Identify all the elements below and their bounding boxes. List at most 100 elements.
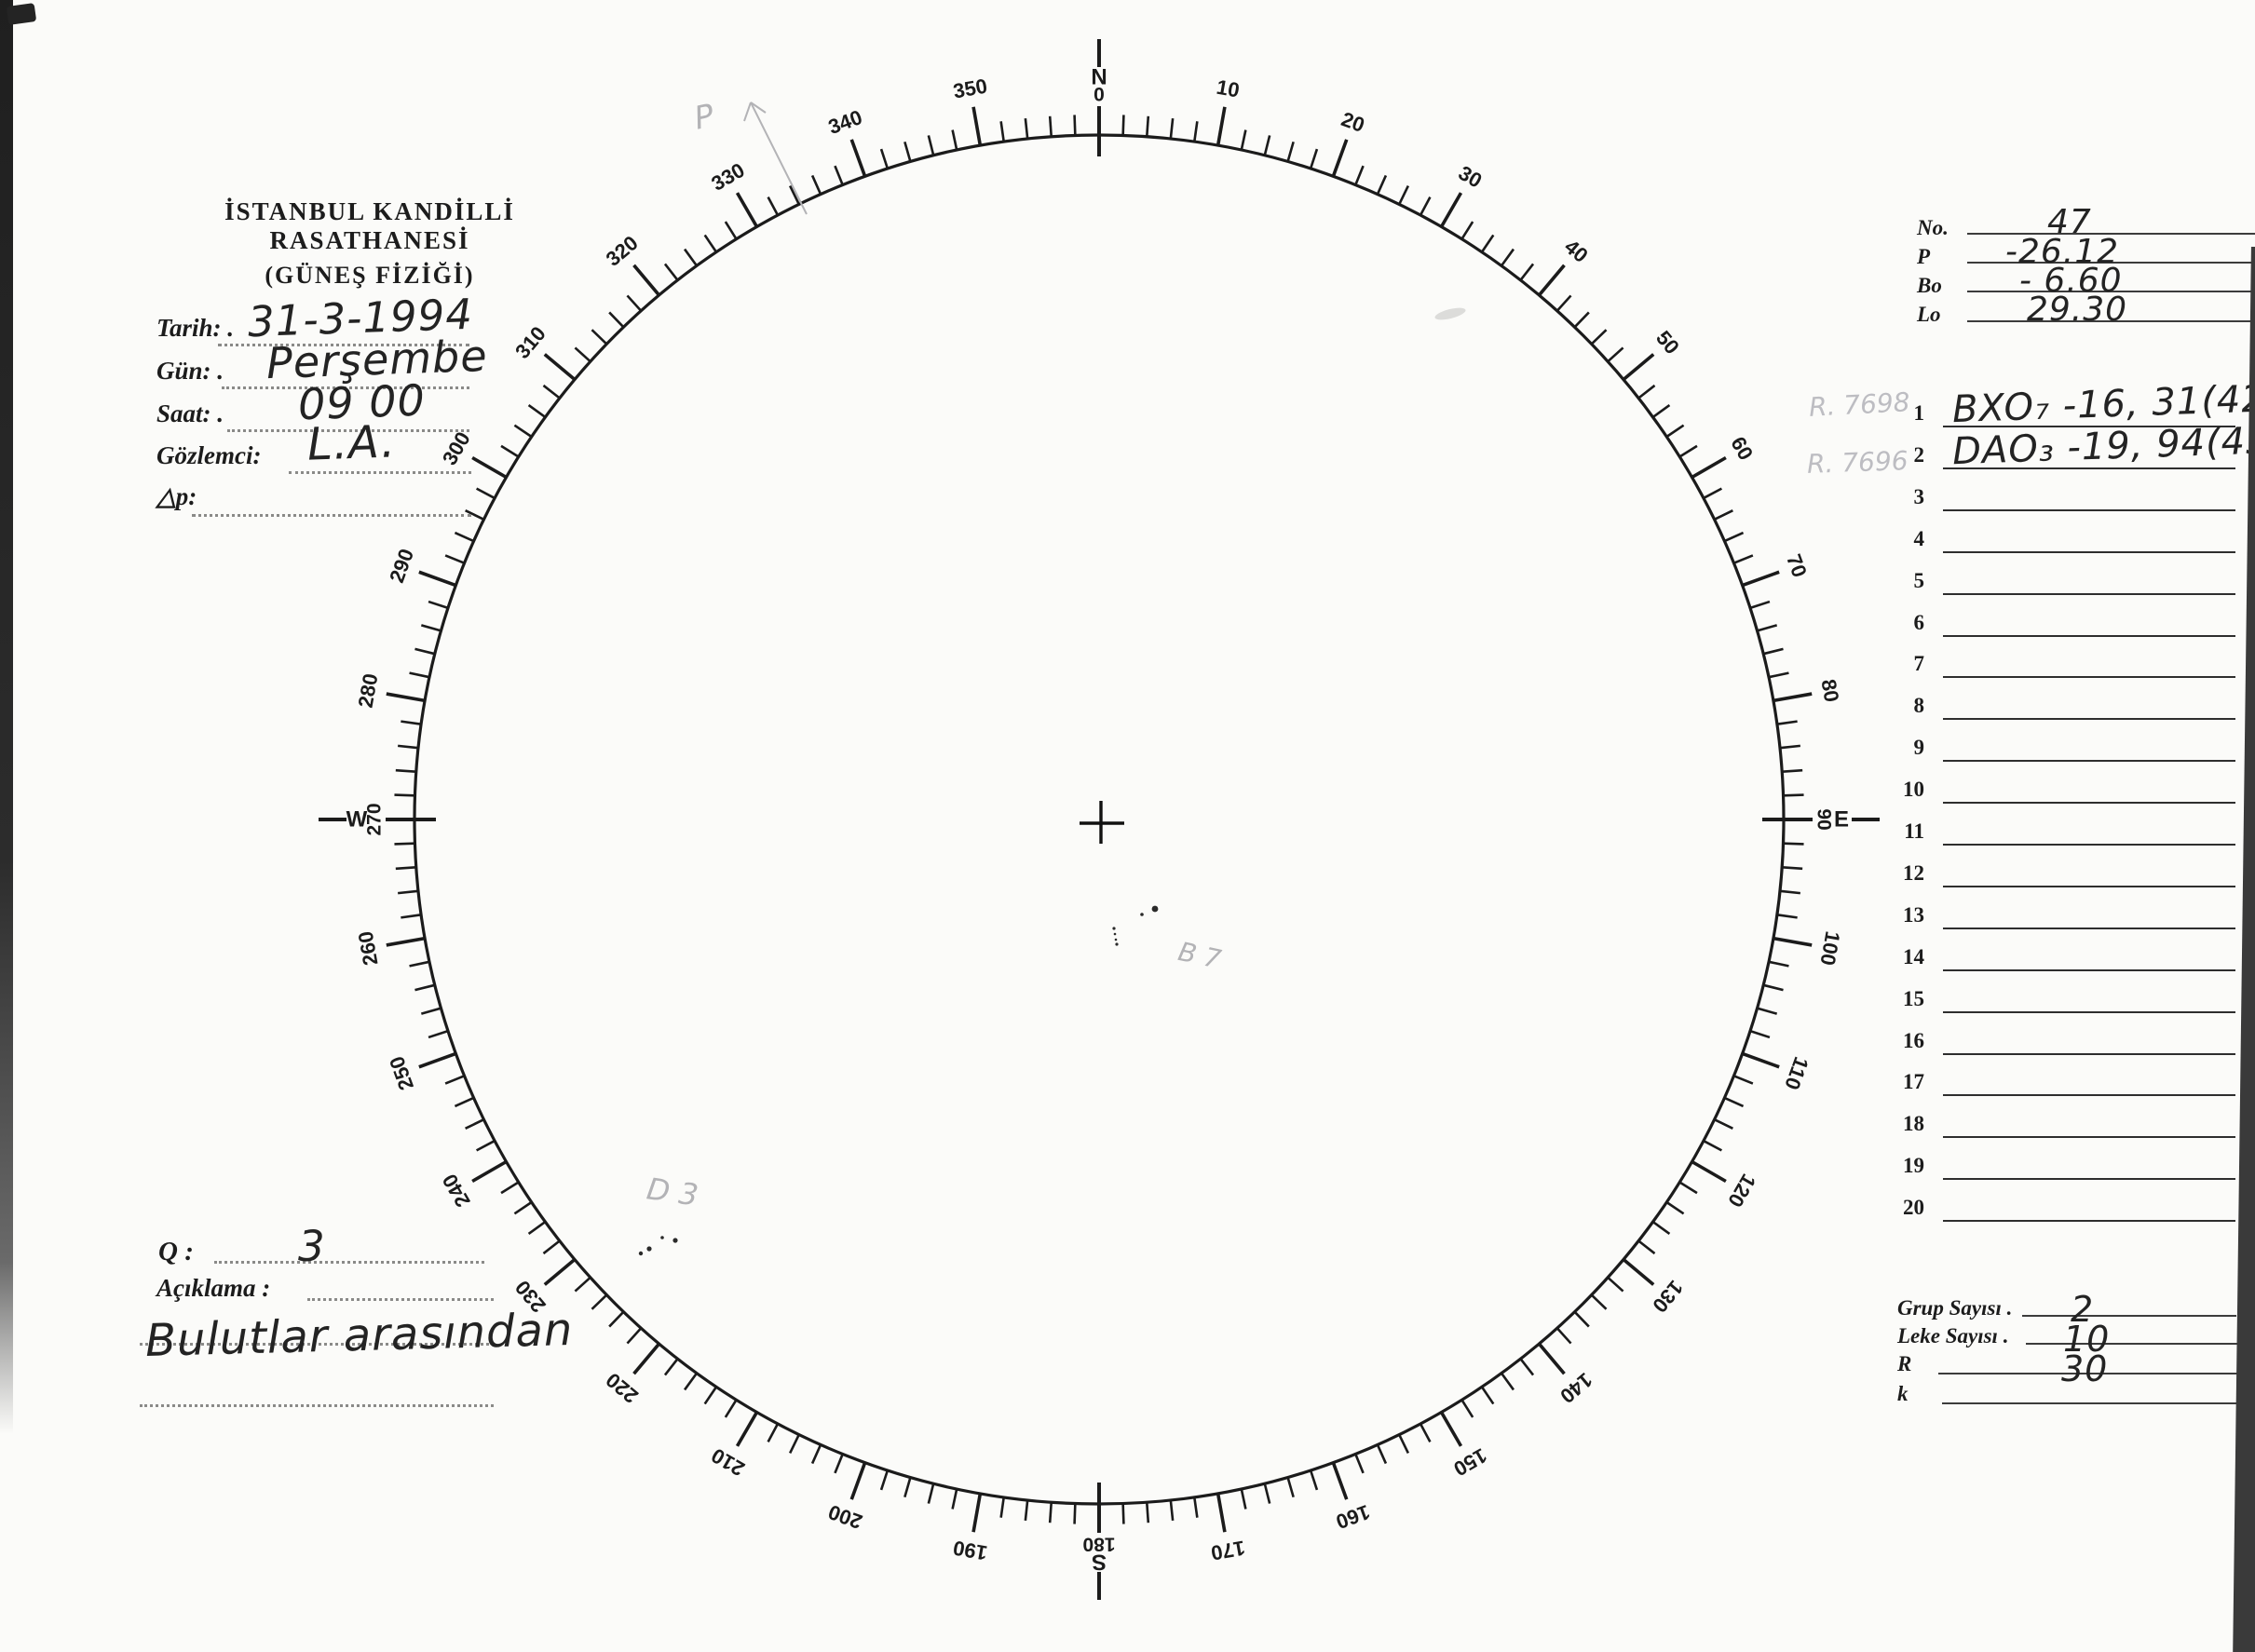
sunspot-dot [672, 1238, 678, 1243]
observation-row-line [1943, 550, 2235, 553]
degree-label: 80 [1816, 677, 1843, 703]
observation-row-number: 13 [1903, 902, 1924, 927]
observation-row-line [1943, 1010, 2235, 1013]
observatory-header: İSTANBUL KANDİLLİ RASATHANESİ (GÜNEŞ FİZ… [147, 197, 592, 290]
sunspot-dot [1151, 905, 1159, 913]
field-aciklama-line2 [140, 1343, 489, 1346]
r-number-line [1938, 1373, 2242, 1374]
degree-labels: 10 20 30 40 50 60 70 80 100 110 120 130 140 150 160 170… [354, 74, 1845, 1565]
field-saat-label: Saat: . [156, 399, 224, 427]
grup-sayisi-label: Grup Sayısı . [1897, 1296, 2013, 1320]
pencil-arrow-shaft [750, 102, 808, 215]
degree-label: 200 [825, 1500, 865, 1534]
k-factor-label: k [1897, 1382, 1909, 1405]
cardinal-degree-label: 180 [1082, 1534, 1115, 1555]
observation-row-line [1943, 592, 2235, 595]
observation-row-line [1943, 508, 2235, 511]
observation-row-number: 14 [1903, 944, 1924, 968]
degree-label: 320 [602, 231, 643, 271]
sunspot-dot [1140, 913, 1144, 916]
center-cross [1080, 801, 1124, 844]
sunspot-dot [660, 1236, 664, 1239]
sunspot-dot [1112, 927, 1116, 930]
degree-label: 50 [1651, 326, 1684, 359]
observation-row-number: 8 [1913, 694, 1925, 718]
field-q-line [214, 1261, 484, 1264]
degree-label: 220 [602, 1368, 643, 1408]
observation-row-line [1943, 927, 2235, 929]
degree-label: 30 [1455, 161, 1487, 193]
scan-corner-mark [6, 3, 37, 25]
field-tarih-label: Tarih: . [156, 314, 235, 342]
pencil-arrowhead [743, 102, 752, 122]
observatory-title: İSTANBUL KANDİLLİ RASATHANESİ [224, 197, 515, 254]
observation-row-number: 4 [1913, 526, 1925, 550]
degree-label: 70 [1782, 551, 1812, 581]
eph-bo-line [1967, 291, 2255, 292]
degree-label: 120 [1723, 1170, 1760, 1211]
degree-label: 100 [1815, 929, 1844, 968]
field-gun-line [222, 386, 469, 389]
degree-label: 350 [951, 74, 989, 103]
degree-label: 250 [385, 1053, 418, 1093]
sunspot-group-2-D [638, 1236, 678, 1256]
pencil-arrowhead [750, 102, 767, 114]
eph-p-line [1967, 262, 2255, 264]
cardinal-degree-label: 270 [364, 803, 386, 835]
cardinal-degree-label: 90 [1814, 808, 1835, 830]
degree-label: 40 [1560, 235, 1593, 267]
leke-sayisi-value: 10 [2063, 1319, 2111, 1360]
cardinal-degree-label: 0 [1094, 85, 1105, 106]
eph-no-value: 47 [2047, 203, 2092, 241]
observation-row-number: 6 [1913, 610, 1925, 634]
degree-label: 20 [1338, 107, 1368, 137]
degree-ticks [386, 106, 1813, 1533]
observation-row-line [1943, 760, 2235, 763]
field-delta-p-line [192, 514, 471, 517]
observation-row-number: 17 [1903, 1070, 1924, 1094]
observation-row-line [1943, 1178, 2235, 1181]
observation-row-line [1943, 844, 2235, 846]
degree-label: 160 [1333, 1500, 1373, 1534]
eph-p-label: P [1917, 245, 1931, 268]
observation-row-line [1943, 968, 2235, 971]
pencil-annotations: P B 7 D 3 [645, 97, 1224, 1212]
k-factor-line [1942, 1402, 2242, 1404]
degree-label: 170 [1209, 1536, 1247, 1564]
observation-row-line [1943, 885, 2235, 887]
degree-label: 280 [354, 671, 383, 710]
degree-label: 300 [438, 427, 475, 468]
eph-bo-value: - 6.60 [2019, 262, 2123, 300]
field-q-label: Q : [158, 1237, 194, 1266]
observation-row-number: 12 [1903, 860, 1924, 885]
degree-label: 330 [707, 158, 748, 196]
observation-row-number: 9 [1913, 736, 1925, 760]
sunspot-dot [1114, 938, 1118, 941]
grup-sayisi-line [2022, 1315, 2236, 1317]
eph-lo-value: 29.30 [2027, 291, 2128, 329]
r-number-label: R [1897, 1352, 1912, 1375]
field-gozlemci-value: L.A. [306, 415, 397, 471]
r-number-value: 30 [2061, 1348, 2109, 1389]
degree-label: 290 [385, 546, 418, 586]
field-q-value: 3 [298, 1222, 326, 1271]
degree-label: 210 [707, 1443, 748, 1481]
field-aciklama-line1 [307, 1298, 494, 1301]
eph-no-line [1967, 233, 2255, 235]
observation-row-line [1943, 1094, 2235, 1097]
field-saat-line [227, 429, 469, 432]
field-delta-p-label: △p: [156, 482, 197, 510]
degree-label: 260 [354, 929, 383, 968]
sunspot-dot [638, 1251, 644, 1256]
observation-row-number: 10 [1903, 778, 1924, 802]
eph-lo-label: Lo [1917, 303, 1941, 326]
observation-row-line [1943, 718, 2235, 721]
observation-row-line [1943, 634, 2235, 637]
field-gun-label: Gün: . [156, 357, 224, 385]
observation-row-line [1943, 1220, 2235, 1223]
field-gozlemci-line [289, 471, 471, 474]
observation-row-line [1943, 1052, 2235, 1055]
